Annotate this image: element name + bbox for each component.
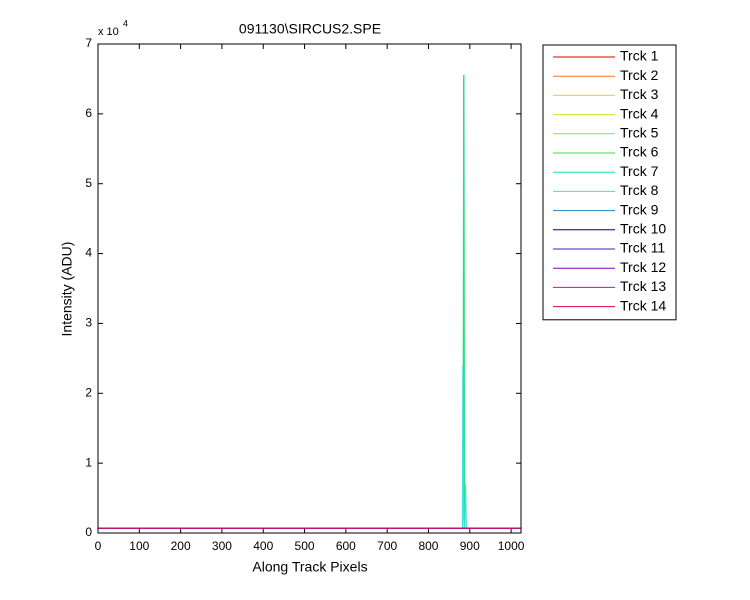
y-offset-text: x 10 (98, 26, 119, 38)
legend-label: Trck 7 (620, 163, 659, 179)
y-tick-label: 5 (85, 176, 92, 190)
legend-label: Trck 5 (620, 125, 659, 141)
x-tick-label: 500 (295, 539, 315, 553)
legend-label: Trck 11 (620, 240, 665, 256)
x-tick-label: 100 (129, 539, 149, 553)
legend-label: Trck 3 (620, 86, 659, 102)
series-line (98, 74, 521, 529)
y-tick-label: 7 (85, 36, 92, 50)
x-tick-label: 600 (336, 539, 356, 553)
plot-box (97, 43, 522, 534)
legend-label: Trck 12 (620, 259, 666, 275)
x-tick-label: 900 (460, 539, 480, 553)
series-line (98, 365, 521, 529)
y-tick-label: 3 (85, 316, 92, 330)
x-tick-label: 1000 (498, 539, 525, 553)
legend-label: Trck 10 (620, 221, 666, 237)
x-tick-label: 700 (377, 539, 397, 553)
legend-label: Trck 9 (620, 201, 659, 217)
x-tick-label: 0 (95, 539, 102, 553)
plot-frame (97, 43, 522, 534)
x-tick-label: 400 (253, 539, 273, 553)
legend-label: Trck 14 (620, 297, 666, 313)
x-tick-label: 200 (171, 539, 191, 553)
x-tick-label: 300 (212, 539, 232, 553)
y-tick-label: 1 (85, 455, 92, 469)
y-tick-label: 6 (85, 106, 92, 120)
legend-label: Trck 6 (620, 144, 659, 160)
y-tick-label: 4 (85, 246, 92, 260)
legend-label: Trck 2 (620, 67, 659, 83)
legend-label: Trck 1 (620, 48, 659, 64)
legend-box (542, 44, 677, 321)
legend-label: Trck 8 (620, 182, 659, 198)
x-axis-label: Along Track Pixels (252, 559, 367, 575)
y-offset-exponent: 4 (123, 18, 128, 28)
y-tick-label: 2 (85, 385, 92, 399)
legend-label: Trck 13 (620, 278, 666, 294)
y-axis-label: Intensity (ADU) (59, 242, 75, 337)
y-tick-label: 0 (85, 525, 92, 539)
x-tick-label: 800 (418, 539, 438, 553)
chart-title: 091130\SIRCUS2.SPE (239, 21, 381, 37)
legend-label: Trck 4 (620, 105, 659, 121)
series-line (98, 78, 521, 529)
